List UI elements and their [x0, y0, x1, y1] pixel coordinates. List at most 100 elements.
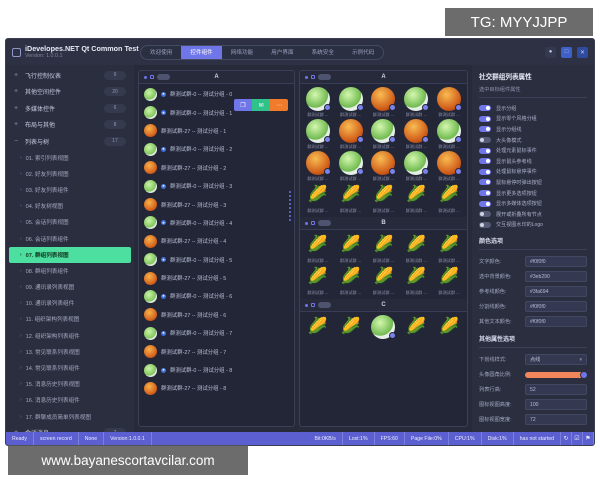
list-item[interactable]: ★ 群测试群-0 -- 测试分组 - 1 — [139, 103, 294, 121]
list-item[interactable]: 群测试群-27 -- 测试分组 - 6 — [139, 306, 294, 324]
color-row-2[interactable]: 参考线颜色: #3fa694 — [479, 285, 587, 298]
sidebar-group-其他空间控件[interactable]: + 其他空间控件 20 — [6, 84, 134, 101]
field-input[interactable]: 100 — [525, 399, 587, 411]
toggle-switch[interactable] — [479, 115, 491, 122]
switch-row-9[interactable]: 显示多媒体选项按钮 — [479, 198, 587, 209]
group-list[interactable]: ★ 群测试群-0 -- 测试分组 - 0 ★ 群测试群-0 -- 测试分组 - 1 群测… — [139, 84, 294, 426]
sidebar-item-4[interactable]: › 05. 会话列表视图 — [6, 214, 134, 230]
switch-row-11[interactable]: 交互视图水印的Logo — [479, 220, 587, 231]
toggle-switch[interactable] — [479, 200, 491, 207]
tab-2[interactable]: 网络功能 — [230, 50, 254, 56]
slider-knob[interactable] — [580, 370, 588, 379]
sidebar-item-10[interactable]: › 11. 组织架构列表视图 — [6, 311, 134, 327]
grid-cell[interactable]: 🌽 群测试群 ... — [335, 265, 367, 296]
grid-cell[interactable]: 🌽 群测试群 ... — [368, 265, 400, 296]
sidebar-item-7[interactable]: › 08. 群组列表组件 — [6, 263, 134, 279]
switch-row-0[interactable]: 显示分组 — [479, 103, 587, 114]
toggle-switch[interactable] — [479, 137, 491, 144]
toggle-switch[interactable] — [479, 211, 491, 218]
switch-row-6[interactable]: 处理鼠标悬停事件 — [479, 167, 587, 178]
maximize-icon[interactable]: □ — [561, 46, 572, 58]
close-icon[interactable]: ✕ — [577, 46, 588, 58]
list-item[interactable]: ★ 群测试群-0 -- 测试分组 - 3 — [139, 177, 294, 195]
grid-cell[interactable]: 群测试群 ... — [302, 87, 334, 118]
field-select[interactable]: 点线 ▾ — [525, 354, 587, 366]
grid-cell[interactable]: 群测试群 ... — [400, 119, 432, 150]
grid-cell[interactable]: 🌽 群测试群 ... — [368, 183, 400, 214]
grid-cell[interactable]: 🌽 — [335, 315, 367, 339]
color-value[interactable]: #3eb290 — [525, 271, 587, 283]
grid-cell[interactable]: 群测试群 ... — [433, 87, 465, 118]
field-input[interactable]: 52 — [525, 384, 587, 396]
color-field-list[interactable]: 文字颜色: #f0f0f0 选中背景颜色: #3eb290 参考线颜色: #3fa694 分… — [479, 255, 587, 328]
tab-4[interactable]: 系统安全 — [311, 50, 334, 56]
sidebar-item-8[interactable]: › 09. 通讯录列表视图 — [6, 279, 134, 295]
toggle-switch[interactable] — [479, 221, 491, 228]
collapse-icon[interactable] — [311, 221, 315, 225]
grid-cell[interactable]: 🌽 — [433, 315, 465, 339]
color-value[interactable]: #3fa694 — [525, 286, 587, 298]
icon-grid-panel[interactable]: A 群测试群 ... 群测试群 ... 群测试群 ... 群测试群 ... 群测试群 ..… — [299, 70, 468, 427]
toggle-switch[interactable] — [479, 147, 491, 154]
switch-row-8[interactable]: 显示更多选项按钮 — [479, 188, 587, 199]
color-row-1[interactable]: 选中背景颜色: #3eb290 — [479, 270, 587, 283]
switch-row-4[interactable]: 处理元素鼠标事件 — [479, 145, 587, 156]
scroll-indicator[interactable] — [289, 191, 291, 221]
switch-row-5[interactable]: 显示鼠头参考线 — [479, 156, 587, 167]
sidebar-item-12[interactable]: › 13. 常见联系列表视图 — [6, 344, 134, 360]
grid-cell[interactable]: 🌽 群测试群 ... — [302, 233, 334, 264]
color-row-4[interactable]: 其他文本颜色: #f0f0f0 — [479, 315, 587, 328]
switch-list[interactable]: 显示分组 显示零个风格分组 显示分组线 大头像模式 处理元素鼠标事件 显示鼠头参考线 处理鼠… — [479, 103, 587, 230]
check-icon[interactable]: ☑ — [572, 432, 583, 445]
sidebar-group-列表与树[interactable]: − 列表与树 17 — [6, 133, 134, 150]
sidebar-item-1[interactable]: › 02. 好友列表视图 — [6, 166, 134, 182]
refresh-icon[interactable]: ↻ — [561, 432, 572, 445]
sidebar-item-6[interactable]: › 07. 群组列表视图 — [9, 246, 131, 263]
toggle-switch[interactable] — [479, 190, 491, 197]
color-value[interactable]: #f0f0f0 — [525, 301, 587, 313]
grid-cell[interactable]: 🌽 群测试群 ... — [335, 183, 367, 214]
row-action-1[interactable]: ✉ — [252, 99, 270, 111]
sidebar-group-会话消息[interactable]: + 会话消息 2 — [6, 425, 134, 432]
list-item[interactable]: 群测试群-27 -- 测试分组 - 5 — [139, 269, 294, 287]
switch-row-7[interactable]: 鼠标悬停时弹出按钮 — [479, 177, 587, 188]
row-action-2[interactable]: ⋯ — [270, 99, 288, 111]
sidebar-item-9[interactable]: › 10. 通讯录列表组件 — [6, 295, 134, 311]
list-item[interactable]: ★ 群测试群-0 -- 测试分组 - 0 — [139, 85, 294, 103]
properties-panel[interactable]: 社交群组列表属性 选中目标组件属性 显示分组 显示零个风格分组 显示分组线 大头像模式… — [472, 65, 594, 432]
field-row-1[interactable]: 头像圆角比例: — [479, 368, 588, 381]
grid-cell[interactable]: 🌽 群测试群 ... — [368, 233, 400, 264]
sidebar[interactable]: + 飞行控制仪表 9 + 其他空间控件 20 + 多媒体控件 6 + 布局与其他 8− 列表与树 17 › 0… — [6, 65, 134, 432]
grid-cell[interactable]: 群测试群 ... — [368, 151, 400, 182]
grid-cell[interactable]: 群测试群 ... — [400, 151, 432, 182]
sidebar-item-16[interactable]: › 17. 群聊成员简单列表视图 — [6, 409, 134, 425]
list-item[interactable]: ★ 群测试群-0 -- 测试分组 - 2 — [139, 140, 294, 158]
grid-cell[interactable]: 群测试群 ... — [368, 119, 400, 150]
list-item[interactable]: 群测试群-27 -- 测试分组 - 2 — [139, 159, 294, 177]
sidebar-item-5[interactable]: › 06. 会话列表组件 — [6, 230, 134, 246]
color-value[interactable]: #f0f0f0 — [525, 316, 587, 328]
tab-1[interactable]: 控件组件 — [181, 45, 222, 59]
field-input[interactable]: 72 — [525, 414, 587, 426]
switch-row-3[interactable]: 大头像模式 — [479, 135, 587, 146]
grid-cell[interactable]: 🌽 — [400, 315, 432, 339]
color-row-3[interactable]: 分割线颜色: #f0f0f0 — [479, 300, 587, 313]
grid-cell[interactable]: 群测试群 ... — [302, 151, 334, 182]
list-item[interactable]: ★ 群测试群-0 -- 测试分组 - 7 — [139, 324, 294, 342]
grid-cell[interactable]: 🌽 群测试群 ... — [302, 265, 334, 296]
other-field-list[interactable]: 下划线样式: 点线 ▾ 头像圆角比例: 列表行高: 52 图标视图高度: 100 图标视图宽度:… — [479, 353, 588, 426]
sidebar-item-2[interactable]: › 03. 好友列表组件 — [6, 182, 134, 198]
field-row-4[interactable]: 图标视图宽度: 72 — [479, 413, 587, 426]
tab-3[interactable]: 用户界面 — [271, 50, 294, 56]
list-item[interactable]: ★ 群测试群-0 -- 测试分组 - 6 — [139, 287, 294, 305]
list-item[interactable]: ★ 群测试群-0 -- 测试分组 - 4 — [139, 214, 294, 232]
grid-cell[interactable] — [368, 315, 400, 339]
field-row-0[interactable]: 下划线样式: 点线 ▾ — [479, 353, 587, 366]
minimize-icon[interactable]: ● — [545, 46, 556, 58]
row-action-0[interactable]: ❐ — [234, 99, 252, 111]
sidebar-item-14[interactable]: › 15. 消息历史列表视图 — [6, 376, 134, 392]
field-row-3[interactable]: 图标视图高度: 100 — [479, 398, 587, 411]
list-item[interactable]: 群测试群-27 -- 测试分组 - 1 — [139, 122, 294, 140]
grid-cell[interactable]: 群测试群 ... — [335, 151, 367, 182]
grid-cell[interactable]: 🌽 群测试群 ... — [433, 183, 465, 214]
